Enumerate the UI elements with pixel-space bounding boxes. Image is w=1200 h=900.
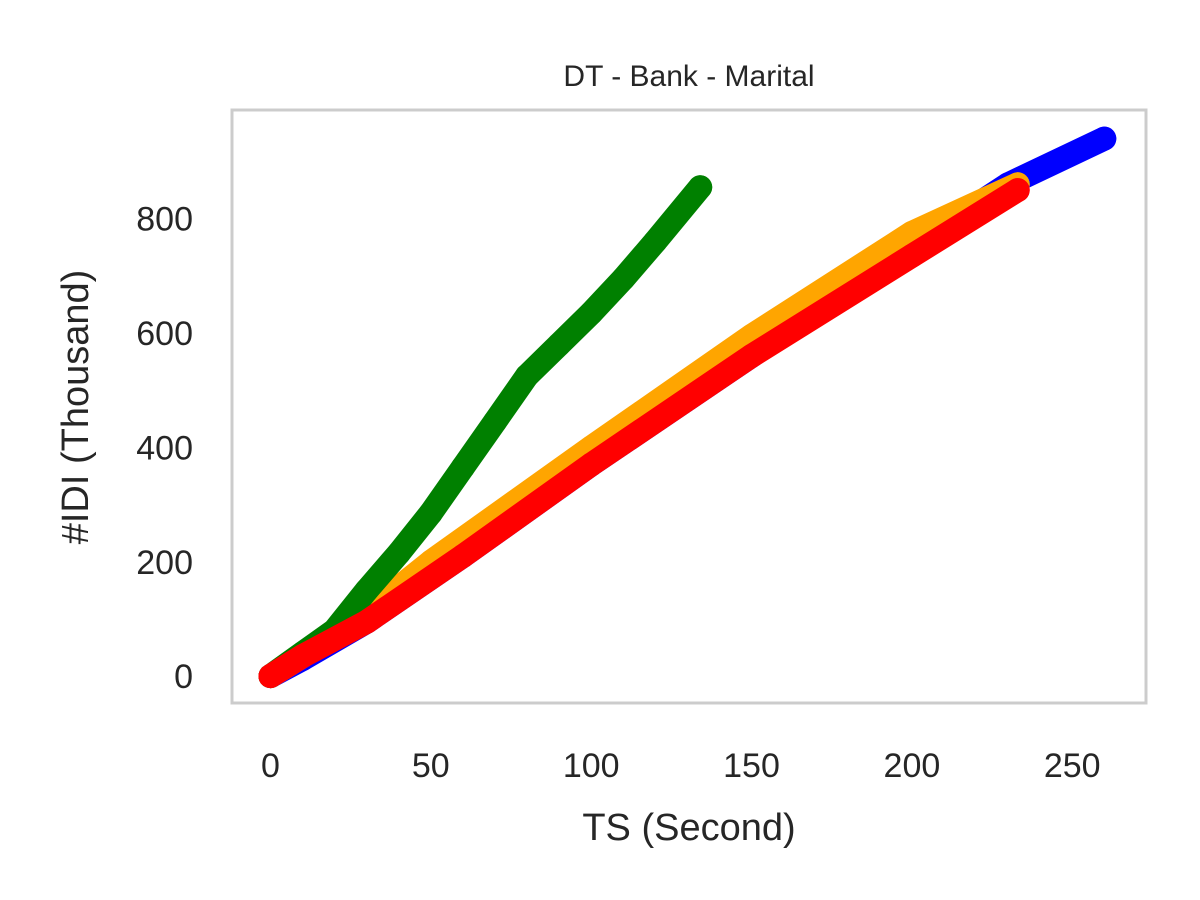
x-tick-label: 100 <box>563 747 620 785</box>
series-3-point <box>258 664 283 689</box>
series-2-point <box>354 578 379 603</box>
x-axis-ticks: 0 50 100 150 200 250 <box>261 747 1101 785</box>
series-2-point <box>515 363 539 388</box>
series-2-point <box>643 229 668 254</box>
series-3-point <box>739 343 764 368</box>
series-3-point <box>579 452 604 477</box>
series-2-point <box>688 175 713 200</box>
series-3-point <box>290 644 315 669</box>
chart-title: DT - Bank - Marital <box>563 60 814 93</box>
series-2-point <box>611 266 636 291</box>
y-axis-ticks: 0 200 400 600 800 <box>136 201 193 696</box>
series-3-line <box>258 178 1030 689</box>
series-2-point <box>386 541 411 566</box>
series-2-point <box>483 409 507 434</box>
y-tick-label: 600 <box>136 315 193 353</box>
x-tick-label: 200 <box>884 747 941 785</box>
x-tick-label: 150 <box>723 747 780 785</box>
x-tick-label: 50 <box>412 747 450 785</box>
series-3-point <box>450 544 475 568</box>
series-2-point <box>579 301 604 325</box>
y-tick-label: 0 <box>174 658 193 696</box>
y-axis-label: #IDI (Thousand) <box>55 270 97 545</box>
y-tick-label: 800 <box>136 201 193 239</box>
series-2-point <box>547 332 572 357</box>
y-tick-label: 200 <box>136 544 193 582</box>
series-3-point <box>1005 178 1030 203</box>
series-3-point <box>354 609 379 634</box>
series-2-point <box>418 501 443 526</box>
x-tick-label: 250 <box>1044 747 1101 785</box>
y-tick-label: 400 <box>136 429 193 467</box>
series-0-point <box>1092 126 1117 151</box>
x-axis-label: TS (Second) <box>582 807 795 849</box>
series-3-point <box>899 243 924 268</box>
x-tick-label: 0 <box>261 747 280 785</box>
series-3 <box>258 178 1030 689</box>
series-layer <box>258 126 1117 689</box>
series-2-point <box>450 455 475 480</box>
